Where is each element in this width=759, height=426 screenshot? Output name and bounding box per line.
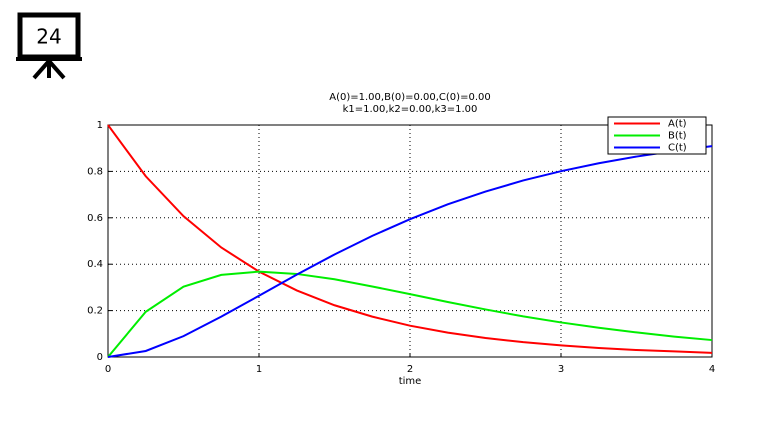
x-tick-label: 2 (407, 364, 413, 375)
y-tick-label: 0.6 (87, 213, 103, 224)
board-leg (32, 59, 51, 80)
series-line (107, 270, 713, 358)
board-leg (47, 59, 66, 80)
legend-label: C(t) (668, 143, 687, 154)
x-tick-label: 3 (558, 364, 564, 375)
slide-number-icon: 24 (16, 12, 82, 80)
x-tick-label: 4 (709, 364, 715, 375)
y-tick-label: 0.8 (87, 166, 103, 177)
series-line (107, 124, 713, 354)
y-tick-label: 1 (97, 120, 103, 131)
x-tick-label: 1 (256, 364, 262, 375)
slide-number: 24 (36, 25, 61, 49)
chart-title: A(0)=1.00,B(0)=0.00,C(0)=0.00 (329, 92, 490, 103)
series-line (107, 145, 713, 358)
legend-label: A(t) (668, 119, 687, 130)
x-axis-label: time (399, 376, 422, 387)
y-tick-label: 0 (97, 352, 103, 363)
y-tick-label: 0.2 (87, 306, 103, 317)
legend-label: B(t) (668, 131, 687, 142)
x-tick-label: 0 (105, 364, 111, 375)
y-tick-label: 0.4 (87, 259, 103, 270)
chart-subtitle: k1=1.00,k2=0.00,k3=1.00 (343, 104, 478, 115)
